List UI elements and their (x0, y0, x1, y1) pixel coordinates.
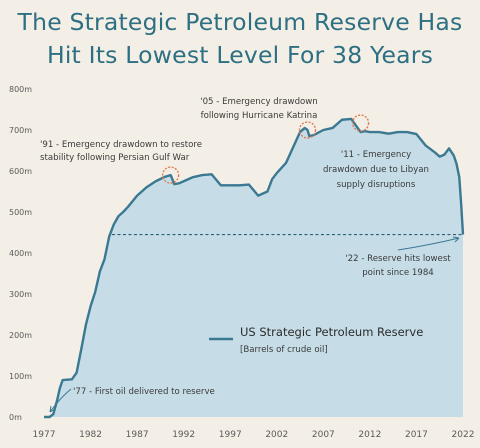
y-tick-label: 300m (9, 290, 32, 299)
y-tick-label: 400m (9, 249, 32, 258)
y-tick-label: 200m (9, 331, 32, 340)
annotation-text: point since 1984 (362, 268, 434, 278)
annotation-text: '22 - Reserve hits lowest (345, 254, 451, 264)
x-tick-label: 2017 (405, 430, 428, 440)
annotation-circle-marker (161, 166, 180, 184)
x-tick-label: 2007 (312, 430, 335, 440)
y-tick-label: 0m (9, 413, 22, 422)
annotation-arrow (397, 237, 460, 251)
chart-title-line-2: Hit Its Lowest Level For 38 Years (46, 41, 434, 69)
chart-title-line-1: The Strategic Petroleum Reserve Has (17, 8, 463, 36)
series-line (44, 117, 465, 419)
y-tick-label: 700m (9, 126, 32, 135)
y-tick-label: 600m (9, 167, 32, 176)
x-tick-label: 1982 (79, 430, 102, 440)
x-tick-label: 2022 (452, 430, 475, 440)
x-tick-label: 1992 (172, 430, 195, 440)
y-tick-label: 500m (9, 208, 32, 217)
x-tick-label: 1997 (219, 430, 242, 440)
x-tick-label: 1987 (126, 430, 149, 440)
x-tick-label: 2002 (265, 430, 288, 440)
annotation-text: stability following Persian Gulf War (40, 153, 190, 163)
y-tick-label: 800m (9, 85, 32, 94)
annotation-text: '05 - Emergency drawdown (200, 97, 318, 107)
annotation-arrowhead (452, 236, 460, 243)
legend-label: US Strategic Petroleum Reserve (240, 325, 423, 339)
annotation-text: drawdown due to Libyan (323, 165, 429, 175)
annotation-arrow (49, 388, 72, 413)
annotation-text: supply disruptions (337, 180, 416, 190)
series-area (44, 118, 463, 418)
annotation-text: '77 - First oil delivered to reserve (73, 387, 215, 397)
x-tick-label: 1977 (33, 430, 56, 440)
legend-sublabel: [Barrels of crude oil] (240, 345, 328, 355)
annotation-text: following Hurricane Katrina (201, 111, 318, 121)
annotation-text: '11 - Emergency (341, 150, 411, 160)
annotation-circle-marker (298, 121, 317, 139)
annotation-arrowhead (49, 405, 56, 413)
annotation-text: '91 - Emergency drawdown to restore (40, 140, 202, 150)
annotation-circle-marker (351, 114, 370, 132)
x-tick-label: 2012 (358, 430, 381, 440)
y-tick-label: 100m (9, 372, 32, 381)
